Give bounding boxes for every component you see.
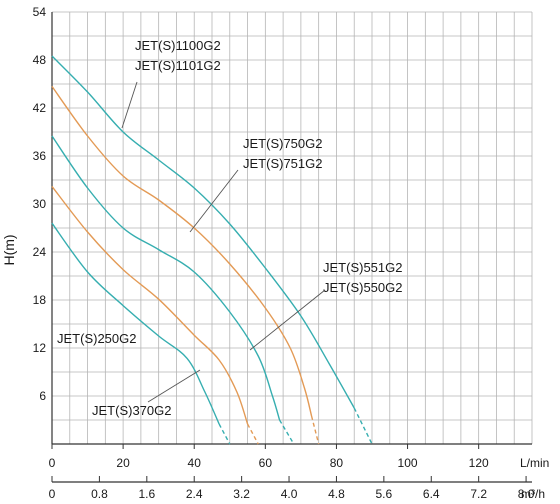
x2-tick-label: 7.2 — [470, 487, 487, 501]
x-tick-label: 120 — [469, 456, 489, 470]
y-tick-label: 48 — [33, 53, 47, 67]
x-tick-label: 20 — [116, 456, 130, 470]
x2-tick-label: 0 — [49, 487, 56, 501]
series-curve-1 — [51, 185, 249, 425]
series-group — [51, 55, 373, 445]
series-curve-3 — [51, 85, 313, 417]
curve-label-3-0: JET(S)250G2 — [57, 331, 136, 346]
curve-label-1-0: JET(S)750G2 — [243, 136, 322, 151]
leader-line-4 — [147, 369, 201, 403]
y-tick-label: 6 — [39, 389, 46, 403]
series-curve-0 — [51, 222, 220, 425]
series-curve-4 — [51, 55, 355, 409]
curve-label-0-0: JET(S)1100G2 — [135, 38, 221, 53]
x-tick-label: 0 — [49, 456, 56, 470]
series-dashed-end-4 — [353, 407, 373, 445]
y-tick-label: 12 — [33, 341, 47, 355]
x2-tick-label: 4.8 — [328, 487, 345, 501]
x2-tick-label: 5.6 — [376, 487, 393, 501]
curve-label-1-1: JET(S)751G2 — [243, 156, 322, 171]
leader-line-2 — [249, 289, 326, 351]
series-dashed-end-1 — [246, 423, 259, 445]
x2-axis-unit: m³/h — [521, 487, 545, 501]
curve-label-2-1: JET(S)550G2 — [323, 280, 402, 295]
curve-labels: JET(S)1100G2 JET(S)1101G2 JET(S)750G2 JET(S… — [57, 38, 402, 418]
curve-label-2-0: JET(S)551G2 — [323, 260, 402, 275]
x2-tick-label: 3.2 — [233, 487, 250, 501]
y-tick-label: 30 — [33, 197, 47, 211]
x2-tick-label: 1.6 — [138, 487, 155, 501]
leader-line-1 — [189, 169, 239, 233]
grid — [51, 11, 533, 445]
y-tick-label: 42 — [33, 101, 47, 115]
series-dashed-end-0 — [218, 423, 231, 445]
y-tick-label: 24 — [33, 245, 47, 259]
y-axis-label: H(m) — [1, 234, 17, 265]
curve-label-4-0: JET(S)370G2 — [92, 403, 171, 418]
x-tick-label: 80 — [330, 456, 344, 470]
y-tick-label: 54 — [33, 5, 47, 19]
series-dashed-end-2 — [278, 419, 295, 445]
x-axis-unit: L/min — [520, 456, 549, 470]
series-curve-2 — [51, 135, 281, 421]
x-tick-label: 100 — [398, 456, 418, 470]
y-tick-label: 18 — [33, 293, 47, 307]
axes: 6 12 18 24 30 36 42 48 54 0 20 40 60 80 100 120 0 0.8 1.6 2… — [33, 5, 535, 501]
curve-label-0-1: JET(S)1101G2 — [135, 58, 221, 73]
x2-tick-label: 2.4 — [186, 487, 203, 501]
y-tick-label: 36 — [33, 149, 47, 163]
x2-tick-label: 4.0 — [281, 487, 298, 501]
x-tick-label: 40 — [188, 456, 202, 470]
leader-line-0 — [121, 81, 138, 129]
x-tick-label: 60 — [259, 456, 273, 470]
series-dashed-end-3 — [310, 415, 320, 445]
x2-tick-label: 0.8 — [91, 487, 108, 501]
x2-tick-label: 6.4 — [423, 487, 440, 501]
x2-tick-label: 8.0 — [518, 487, 535, 501]
